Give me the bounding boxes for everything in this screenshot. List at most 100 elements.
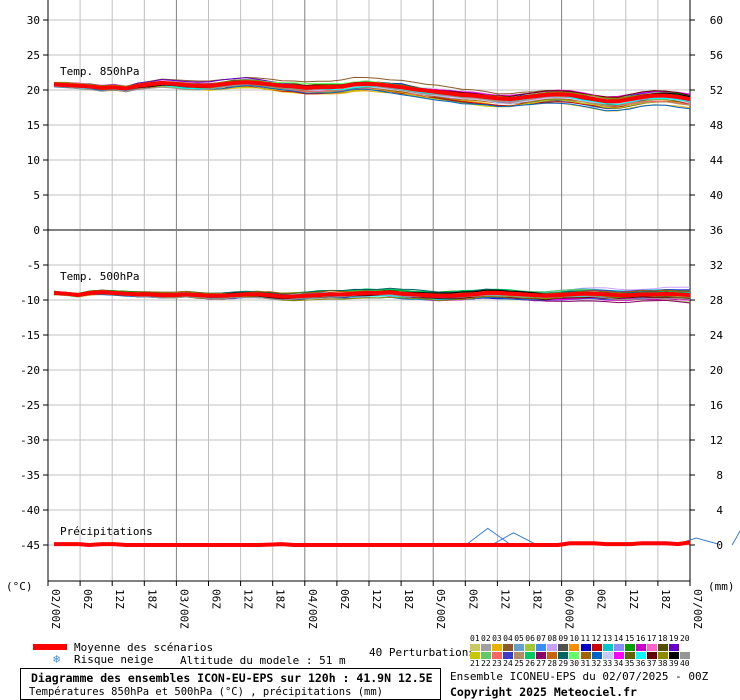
perturbation-number: 27 — [536, 659, 546, 668]
perturbation-swatch — [558, 652, 569, 659]
perturbation-number: 26 — [525, 659, 535, 668]
perturbation-swatch — [525, 652, 536, 659]
perturbation-swatch — [492, 652, 503, 659]
mean-legend-swatch — [33, 644, 67, 650]
left-tick-label: -25 — [20, 399, 40, 412]
perturbations-label: 40 Perturbations — [369, 646, 475, 659]
precip-spike — [731, 530, 740, 546]
x-tick-label: 12Z — [113, 589, 126, 609]
right-tick-label: 24 — [710, 329, 724, 342]
x-tick-label: 06Z — [210, 589, 223, 609]
perturbation-number: 23 — [492, 659, 502, 668]
perturbation-swatch — [602, 652, 613, 659]
perturbation-swatch — [613, 652, 624, 659]
left-tick-label: 30 — [27, 14, 40, 27]
mean-line — [53, 290, 691, 299]
x-tick-label: 03/00Z — [177, 589, 190, 629]
panel-title: Temp. 500hPa — [60, 270, 139, 283]
perturbation-swatch — [470, 644, 480, 651]
perturbation-swatch — [558, 644, 569, 651]
left-tick-label: -5 — [27, 259, 40, 272]
perturbation-number: 29 — [558, 659, 569, 668]
x-tick-label: 06/00Z — [563, 589, 576, 629]
x-tick-label: 06Z — [466, 589, 479, 609]
right-tick-label: 60 — [710, 14, 723, 27]
right-axis-unit: (mm) — [708, 580, 735, 593]
right-tick-label: 56 — [710, 49, 723, 62]
x-tick-label: 18Z — [659, 589, 672, 609]
x-tick-label: 12Z — [370, 589, 383, 609]
perturbation-number: 21 — [470, 659, 480, 668]
mean-line — [53, 80, 691, 104]
right-tick-label: 48 — [710, 119, 723, 132]
left-tick-label: -30 — [20, 434, 40, 447]
x-tick-label: 02/00Z — [49, 589, 62, 629]
perturbation-swatch — [580, 644, 591, 651]
run-label: Ensemble ICONEU-EPS du 02/07/2025 - 00Z — [450, 670, 709, 683]
right-tick-label: 36 — [710, 224, 723, 237]
perturbation-swatch — [657, 644, 668, 651]
perturbation-swatch — [580, 652, 591, 659]
perturbation-number: 35 — [624, 659, 635, 668]
x-tick-label: 12Z — [498, 589, 511, 609]
perturbation-swatch — [536, 652, 547, 659]
perturbation-swatch — [569, 644, 580, 651]
x-tick-label: 06Z — [595, 589, 608, 609]
perturbation-swatch — [547, 652, 558, 659]
left-tick-label: 20 — [27, 84, 40, 97]
member-line — [53, 83, 691, 109]
perturbation-number: 18 — [657, 634, 668, 643]
perturbation-number: 12 — [591, 634, 602, 643]
perturbation-swatch — [514, 652, 525, 659]
perturbation-number: 25 — [514, 659, 524, 668]
right-tick-label: 40 — [710, 189, 723, 202]
left-axis-unit: (°C) — [6, 580, 33, 593]
right-tick-label: 44 — [710, 154, 724, 167]
perturbation-swatch — [547, 644, 558, 651]
right-tick-label: 32 — [710, 259, 723, 272]
perturbation-number: 06 — [525, 634, 535, 643]
perturbation-swatch — [470, 652, 480, 659]
left-tick-label: 5 — [33, 189, 40, 202]
series-layer — [53, 76, 740, 548]
perturbation-swatch — [657, 652, 668, 659]
left-tick-label: -10 — [20, 294, 40, 307]
perturbation-swatch — [602, 644, 613, 651]
perturbation-swatch — [591, 644, 602, 651]
perturbation-number: 31 — [580, 659, 591, 668]
perturbation-swatch — [613, 644, 624, 651]
perturbation-number: 36 — [635, 659, 646, 668]
perturbation-number: 33 — [602, 659, 613, 668]
snowflake-icon: ❄ — [53, 652, 61, 666]
perturbation-number: 32 — [591, 659, 602, 668]
x-tick-label: 04/00Z — [306, 589, 319, 629]
perturbation-swatch — [635, 644, 646, 651]
perturbation-swatch — [525, 644, 536, 651]
left-tick-label: -45 — [20, 539, 40, 552]
perturbation-number: 14 — [613, 634, 624, 643]
x-tick-label: 06Z — [81, 589, 94, 609]
right-tick-label: 0 — [716, 539, 723, 552]
left-tick-label: 25 — [27, 49, 40, 62]
perturbation-number: 38 — [657, 659, 668, 668]
perturbation-swatch — [503, 644, 514, 651]
perturbation-number: 15 — [624, 634, 635, 643]
precip-spike — [491, 532, 536, 546]
perturbation-number: 37 — [646, 659, 657, 668]
precip-spike — [465, 527, 511, 546]
perturbation-number: 05 — [514, 634, 524, 643]
right-tick-label: 8 — [716, 469, 723, 482]
x-tick-label: 12Z — [627, 589, 640, 609]
right-tick-label: 52 — [710, 84, 723, 97]
perturbation-swatch — [569, 652, 580, 659]
x-tick-label: 07/00Z — [691, 589, 704, 629]
left-tick-label: -35 — [20, 469, 40, 482]
perturbation-number: 01 — [470, 634, 480, 643]
perturbation-swatch — [503, 652, 514, 659]
x-tick-label: 06Z — [338, 589, 351, 609]
copyright-label: Copyright 2025 Meteociel.fr — [450, 685, 637, 699]
perturbation-swatch — [481, 652, 492, 659]
footer-title-box: Diagramme des ensembles ICON-EU-EPS sur … — [20, 668, 441, 700]
